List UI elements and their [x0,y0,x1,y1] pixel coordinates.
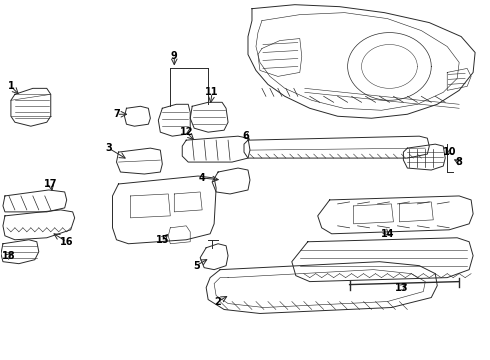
Text: 2: 2 [215,297,221,306]
Polygon shape [113,176,216,244]
Text: 5: 5 [193,261,199,271]
Text: 4: 4 [199,173,205,183]
Polygon shape [206,262,437,314]
Polygon shape [130,194,171,218]
Text: 18: 18 [2,251,16,261]
Text: 14: 14 [381,229,394,239]
Text: 12: 12 [179,127,193,137]
Text: 7: 7 [113,109,120,119]
Polygon shape [174,192,202,212]
Text: 10: 10 [442,147,456,157]
Text: 6: 6 [243,131,249,141]
Text: 3: 3 [105,143,112,153]
Polygon shape [168,226,190,244]
Polygon shape [3,190,67,212]
Text: 15: 15 [155,235,169,245]
Polygon shape [258,39,302,76]
Polygon shape [403,144,445,170]
Polygon shape [3,210,74,240]
Polygon shape [117,148,162,174]
Polygon shape [348,33,431,100]
Polygon shape [200,244,228,270]
Polygon shape [182,136,250,162]
Polygon shape [190,102,228,132]
Text: 9: 9 [171,51,178,62]
Text: 13: 13 [394,283,408,293]
Text: 17: 17 [44,179,57,189]
Polygon shape [212,168,250,194]
Polygon shape [354,204,393,224]
Text: 16: 16 [60,237,74,247]
Polygon shape [158,104,190,136]
Polygon shape [292,238,473,282]
Polygon shape [248,5,475,118]
Polygon shape [318,196,473,234]
Polygon shape [399,202,433,222]
Polygon shape [124,106,150,126]
Text: 11: 11 [205,87,219,97]
Text: 8: 8 [456,157,463,167]
Polygon shape [447,68,471,90]
Polygon shape [244,136,429,158]
Text: 1: 1 [7,81,14,91]
Polygon shape [11,88,51,126]
Polygon shape [1,240,39,264]
